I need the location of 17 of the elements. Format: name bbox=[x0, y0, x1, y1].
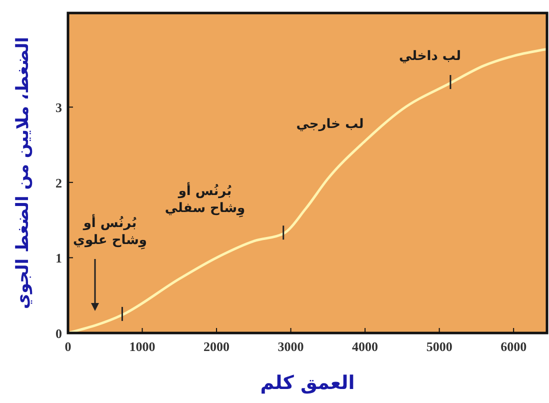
x-tick-label: 2000 bbox=[204, 339, 230, 354]
x-tick-label: 1000 bbox=[129, 339, 156, 354]
annotation: لب خارجي bbox=[296, 117, 364, 132]
y-tick-label: 2 bbox=[56, 175, 62, 190]
annotation: بُرنُس أو وِشاح سفلي bbox=[164, 182, 246, 218]
x-tick-label: 6000 bbox=[500, 339, 527, 354]
y-axis-title: الضغط، ملايين من الضغط الجوي bbox=[13, 36, 33, 310]
y-tick-label: 3 bbox=[56, 100, 62, 116]
y-tick-label: 1 bbox=[56, 250, 62, 266]
x-tick-label: 3000 bbox=[278, 339, 304, 354]
line-series bbox=[66, 48, 548, 334]
annotation: بُرنُس أو وِشاح علوي bbox=[73, 214, 147, 250]
x-axis-title: العمق كلم bbox=[260, 372, 355, 394]
x-tick-label: 5000 bbox=[426, 339, 452, 354]
x-tick-label: 4000 bbox=[352, 339, 378, 354]
y-tick-label: 0 bbox=[56, 326, 62, 341]
annotation: لب داخلي bbox=[398, 49, 462, 64]
